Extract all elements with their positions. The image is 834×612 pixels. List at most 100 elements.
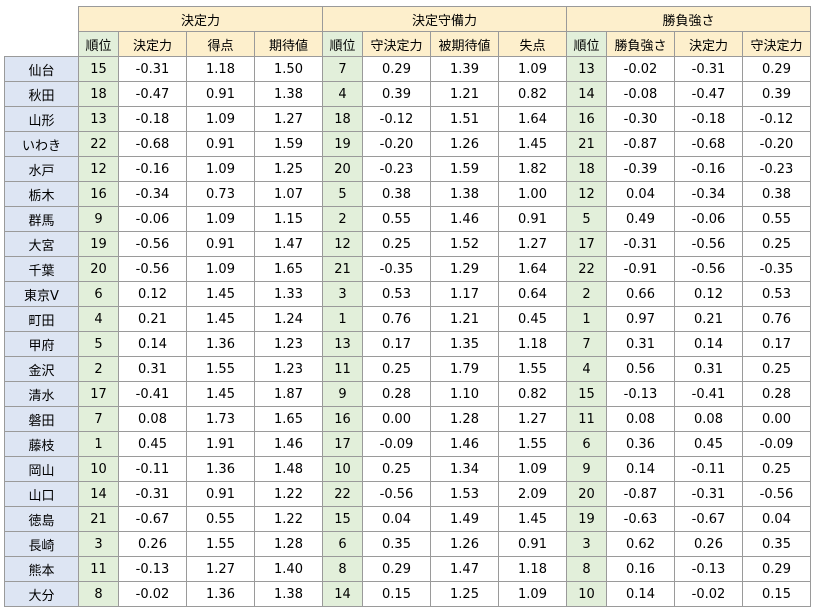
value-cell: 1.39 bbox=[430, 56, 499, 82]
team-name: いわき bbox=[4, 131, 79, 157]
value-cell: 0.25 bbox=[362, 456, 431, 482]
rank-cell: 4 bbox=[566, 356, 607, 382]
rank-cell: 16 bbox=[322, 406, 363, 432]
value-cell: 0.29 bbox=[742, 56, 811, 82]
rank-cell: 2 bbox=[566, 281, 607, 307]
value-cell: -0.31 bbox=[606, 231, 675, 257]
rank-cell: 10 bbox=[322, 456, 363, 482]
value-cell: 1.21 bbox=[430, 81, 499, 107]
value-cell: -0.09 bbox=[742, 431, 811, 457]
value-cell: 0.16 bbox=[606, 556, 675, 582]
value-cell: 1.28 bbox=[254, 531, 323, 557]
rank-cell: 17 bbox=[566, 231, 607, 257]
value-cell: 0.14 bbox=[674, 331, 743, 357]
value-cell: -0.47 bbox=[674, 81, 743, 107]
rank-cell: 13 bbox=[322, 331, 363, 357]
value-cell: 1.23 bbox=[254, 356, 323, 382]
table-row: 清水 17 -0.41 1.45 1.87 9 0.28 1.10 0.82 15 -0.13 -0.… bbox=[4, 381, 811, 407]
rank-cell: 18 bbox=[78, 81, 119, 107]
value-cell: 0.45 bbox=[498, 306, 567, 332]
value-cell: 1.35 bbox=[430, 331, 499, 357]
rank-cell: 8 bbox=[78, 581, 119, 607]
table-row: 山口 14 -0.31 0.91 1.22 22 -0.56 1.53 2.09 20 -0.87-… bbox=[4, 481, 811, 507]
value-cell: 0.73 bbox=[186, 181, 255, 207]
rank-cell: 13 bbox=[566, 56, 607, 82]
value-cell: 0.17 bbox=[362, 331, 431, 357]
value-cell: 1.00 bbox=[498, 181, 567, 207]
value-cell: 1.82 bbox=[498, 156, 567, 182]
rank-cell: 17 bbox=[78, 381, 119, 407]
value-cell: 0.38 bbox=[742, 181, 811, 207]
rank-cell: 7 bbox=[322, 56, 363, 82]
value-cell: -0.56 bbox=[362, 481, 431, 507]
value-cell: 1.49 bbox=[430, 506, 499, 532]
value-cell: 1.23 bbox=[254, 331, 323, 357]
table-row: 徳島 21 -0.67 0.55 1.22 15 0.04 1.49 1.45 19 -0.63 -0… bbox=[4, 506, 811, 532]
value-cell: 0.62 bbox=[606, 531, 675, 557]
value-cell: 0.26 bbox=[118, 531, 187, 557]
value-cell: -0.11 bbox=[674, 456, 743, 482]
value-cell: 0.55 bbox=[186, 506, 255, 532]
value-cell: 0.28 bbox=[362, 381, 431, 407]
value-cell: 1.29 bbox=[430, 256, 499, 282]
value-cell: 0.55 bbox=[362, 206, 431, 232]
value-cell: 0.04 bbox=[742, 506, 811, 532]
value-cell: 1.18 bbox=[498, 556, 567, 582]
value-cell: -0.23 bbox=[362, 156, 431, 182]
rank-cell: 11 bbox=[566, 406, 607, 432]
table-row: 秋田 18 -0.47 0.91 1.38 4 0.39 1.21 0.82 14 -0.08 -0.… bbox=[4, 81, 811, 107]
value-cell: 0.91 bbox=[498, 531, 567, 557]
value-cell: -0.87 bbox=[606, 481, 675, 507]
value-cell: -0.16 bbox=[674, 156, 743, 182]
value-cell: 0.91 bbox=[498, 206, 567, 232]
value-cell: 0.35 bbox=[742, 531, 811, 557]
team-name: 山形 bbox=[4, 106, 79, 132]
value-cell: 0.00 bbox=[362, 406, 431, 432]
value-cell: 1.27 bbox=[498, 231, 567, 257]
rank-cell: 11 bbox=[78, 556, 119, 582]
rank-cell: 3 bbox=[566, 531, 607, 557]
rank-cell: 16 bbox=[78, 181, 119, 207]
value-cell: 0.91 bbox=[186, 481, 255, 507]
value-cell: 1.65 bbox=[254, 256, 323, 282]
value-cell: 0.15 bbox=[362, 581, 431, 607]
rank-cell: 21 bbox=[78, 506, 119, 532]
value-cell: 1.45 bbox=[498, 131, 567, 157]
rank-cell: 19 bbox=[78, 231, 119, 257]
rank-cell: 14 bbox=[78, 481, 119, 507]
rank-cell: 18 bbox=[566, 156, 607, 182]
rank-cell: 3 bbox=[322, 281, 363, 307]
value-cell: 1.38 bbox=[430, 181, 499, 207]
rank-cell: 15 bbox=[566, 381, 607, 407]
team-name: 清水 bbox=[4, 381, 79, 407]
value-cell: 0.15 bbox=[742, 581, 811, 607]
value-cell: 0.39 bbox=[742, 81, 811, 107]
value-cell: -0.20 bbox=[362, 131, 431, 157]
value-cell: 0.91 bbox=[186, 131, 255, 157]
value-cell: -0.02 bbox=[118, 581, 187, 607]
value-cell: 1.55 bbox=[186, 531, 255, 557]
col-header: 期待値 bbox=[254, 31, 323, 57]
table-row: 千葉 20 -0.56 1.09 1.65 21 -0.35 1.29 1.64 22 -0.91-… bbox=[4, 256, 811, 282]
value-cell: 1.09 bbox=[498, 56, 567, 82]
value-cell: 1.73 bbox=[186, 406, 255, 432]
rank-cell: 14 bbox=[566, 81, 607, 107]
team-name: 群馬 bbox=[4, 206, 79, 232]
value-cell: 1.15 bbox=[254, 206, 323, 232]
col-header: 順位 bbox=[78, 31, 119, 57]
value-cell: 0.31 bbox=[606, 331, 675, 357]
rank-cell: 7 bbox=[566, 331, 607, 357]
rank-cell: 15 bbox=[78, 56, 119, 82]
rank-cell: 12 bbox=[322, 231, 363, 257]
value-cell: 1.10 bbox=[430, 381, 499, 407]
value-cell: 0.91 bbox=[186, 231, 255, 257]
rank-cell: 16 bbox=[566, 106, 607, 132]
col-header: 順位 bbox=[322, 31, 363, 57]
table-row: 藤枝 1 0.45 1.91 1.46 17 -0.09 1.46 1.55 6 0.36 0.45-… bbox=[4, 431, 811, 457]
rank-cell: 22 bbox=[78, 131, 119, 157]
value-cell: 1.47 bbox=[430, 556, 499, 582]
stats-table: 決定力 決定守備力 勝負強さ 順位 決定力 得点 期待値 順位 守決定力 被期待… bbox=[4, 6, 811, 607]
value-cell: 0.82 bbox=[498, 381, 567, 407]
rank-cell: 17 bbox=[322, 431, 363, 457]
value-cell: 1.36 bbox=[186, 331, 255, 357]
